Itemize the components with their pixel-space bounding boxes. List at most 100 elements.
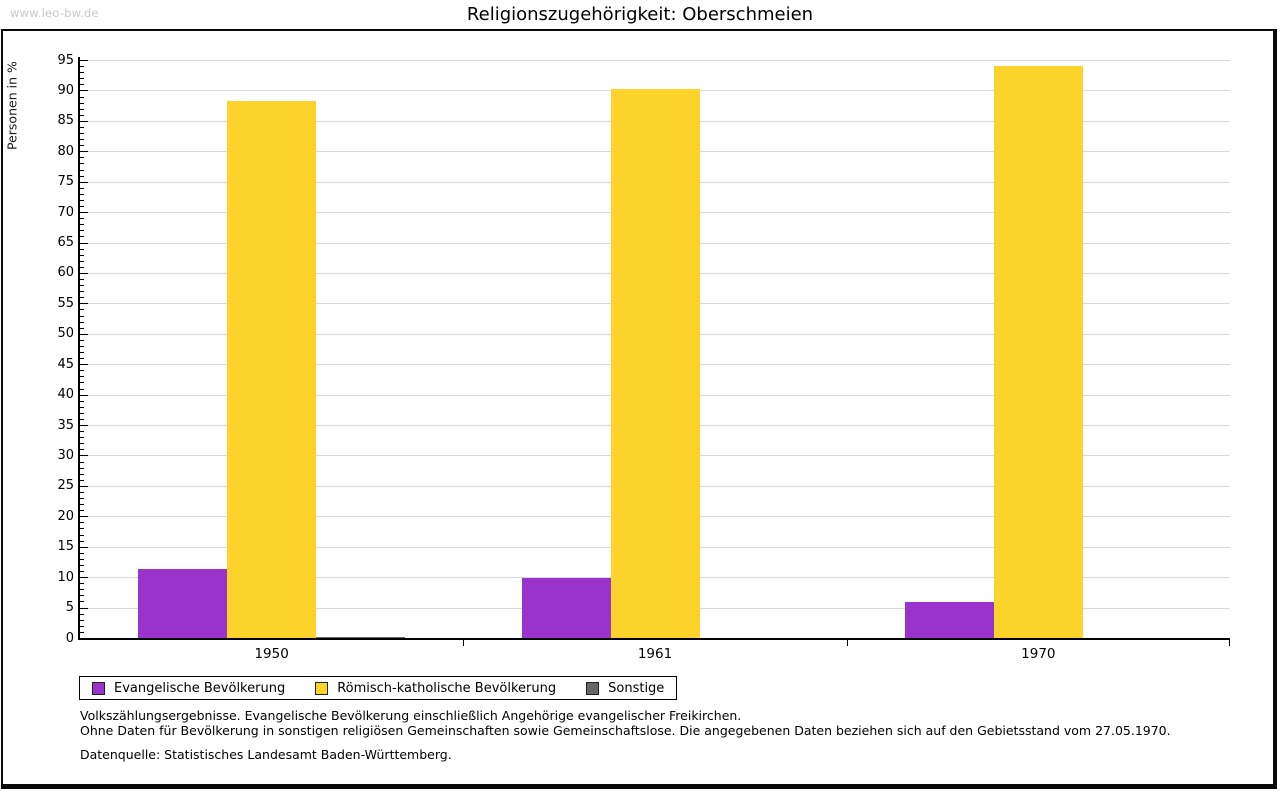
y-minor-tick — [80, 255, 84, 256]
y-axis-tick-label: 45 — [57, 356, 74, 372]
bar-katholische-1961 — [610, 89, 700, 638]
y-minor-tick — [80, 559, 84, 560]
y-minor-tick — [80, 382, 84, 383]
y-minor-tick — [80, 504, 84, 505]
legend-swatch-sonstige — [586, 681, 600, 695]
y-gridline — [80, 60, 1230, 61]
x-axis-category-label: 1950 — [254, 646, 289, 662]
y-minor-tick — [80, 601, 84, 602]
chart-title: Religionszugehörigkeit: Oberschmeien — [466, 4, 814, 25]
bar-evangelische-1970 — [904, 601, 994, 638]
y-major-tick — [80, 395, 88, 396]
y-minor-tick — [80, 97, 84, 98]
y-axis-tick-label: 50 — [57, 326, 74, 342]
y-axis-tick-label: 75 — [57, 174, 74, 190]
y-minor-tick — [80, 553, 84, 554]
y-minor-tick — [80, 571, 84, 572]
bar-katholische-1970 — [993, 66, 1083, 638]
y-minor-tick — [80, 595, 84, 596]
y-axis-title: Personen in % — [4, 61, 20, 151]
y-axis-tick-label: 0 — [65, 630, 74, 646]
y-major-tick — [80, 151, 88, 152]
y-major-tick — [80, 638, 88, 639]
y-major-tick — [80, 273, 88, 274]
y-axis-tick-label: 80 — [57, 143, 74, 159]
y-minor-tick — [80, 206, 84, 207]
y-minor-tick — [80, 583, 84, 584]
y-minor-tick — [80, 340, 84, 341]
y-minor-tick — [80, 170, 84, 171]
legend-label: Römisch-katholische Bevölkerung — [337, 680, 557, 696]
y-minor-tick — [80, 370, 84, 371]
y-minor-tick — [80, 443, 84, 444]
y-major-tick — [80, 516, 88, 517]
y-major-tick — [80, 334, 88, 335]
y-major-tick — [80, 425, 88, 426]
y-minor-tick — [80, 462, 84, 463]
x-axis-line — [78, 638, 1230, 640]
y-minor-tick — [80, 492, 84, 493]
legend-label: Evangelische Bevölkerung — [114, 680, 286, 696]
y-major-tick — [80, 547, 88, 548]
y-minor-tick — [80, 431, 84, 432]
y-minor-tick — [80, 133, 84, 134]
site-watermark: www.leo-bw.de — [10, 6, 99, 20]
y-minor-tick — [80, 261, 84, 262]
legend-swatch-evangelische — [92, 681, 105, 695]
bar-evangelische-1961 — [521, 578, 611, 638]
data-source-note: Datenquelle: Statistisches Landesamt Bad… — [80, 747, 452, 762]
y-major-tick — [80, 364, 88, 365]
y-minor-tick — [80, 267, 84, 268]
y-axis-tick-label: 40 — [57, 387, 74, 403]
y-axis-tick-label: 15 — [57, 539, 74, 555]
y-minor-tick — [80, 72, 84, 73]
y-minor-tick — [80, 145, 84, 146]
y-minor-tick — [80, 279, 84, 280]
y-major-tick — [80, 608, 88, 609]
y-major-tick — [80, 182, 88, 183]
y-minor-tick — [80, 407, 84, 408]
y-major-tick — [80, 90, 88, 91]
y-axis-tick-label: 95 — [57, 52, 74, 68]
y-minor-tick — [80, 163, 84, 164]
y-axis-tick-label: 85 — [57, 113, 74, 129]
y-minor-tick — [80, 230, 84, 231]
y-axis-tick-label: 90 — [57, 82, 74, 98]
y-minor-tick — [80, 358, 84, 359]
y-major-tick — [80, 577, 88, 578]
y-minor-tick — [80, 218, 84, 219]
y-axis-line — [78, 57, 80, 640]
y-minor-tick — [80, 194, 84, 195]
y-minor-tick — [80, 614, 84, 615]
y-minor-tick — [80, 322, 84, 323]
y-axis-tick-label: 35 — [57, 417, 74, 433]
y-minor-tick — [80, 285, 84, 286]
y-minor-tick — [80, 188, 84, 189]
x-axis-category-label: 1961 — [637, 646, 673, 662]
y-minor-tick — [80, 115, 84, 116]
y-axis-tick-label: 30 — [57, 447, 74, 463]
y-minor-tick — [80, 589, 84, 590]
y-axis-tick-label: 55 — [57, 295, 74, 311]
y-minor-tick — [80, 510, 84, 511]
y-axis-tick-label: 65 — [57, 235, 74, 251]
y-minor-tick — [80, 565, 84, 566]
y-minor-tick — [80, 376, 84, 377]
y-minor-tick — [80, 474, 84, 475]
y-minor-tick — [80, 103, 84, 104]
y-minor-tick — [80, 309, 84, 310]
footnote-line: Volkszählungsergebnisse. Evangelische Be… — [80, 708, 742, 723]
y-major-tick — [80, 303, 88, 304]
y-minor-tick — [80, 535, 84, 536]
y-minor-tick — [80, 84, 84, 85]
y-minor-tick — [80, 541, 84, 542]
legend-item: Sonstige — [586, 681, 664, 696]
legend-item: Evangelische Bevölkerung — [92, 681, 285, 696]
x-axis-tick — [463, 638, 465, 646]
y-minor-tick — [80, 78, 84, 79]
y-minor-tick — [80, 626, 84, 627]
y-minor-tick — [80, 109, 84, 110]
y-minor-tick — [80, 522, 84, 523]
y-minor-tick — [80, 157, 84, 158]
footnote-line: Ohne Daten für Bevölkerung in sonstigen … — [80, 722, 1171, 738]
